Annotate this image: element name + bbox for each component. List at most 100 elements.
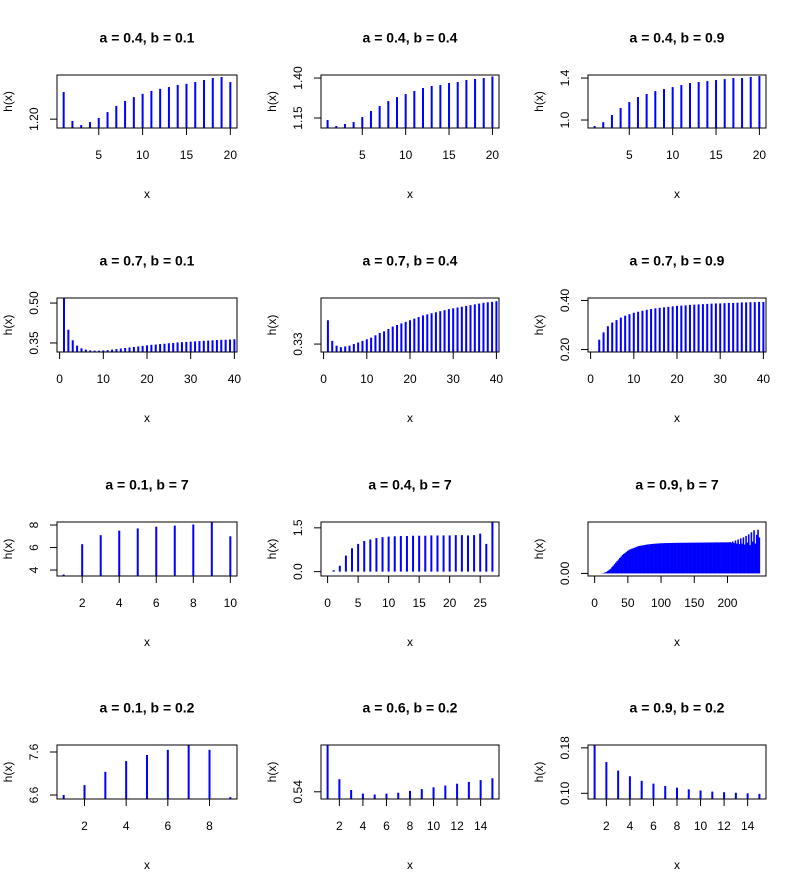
x-tick-label: 2 (81, 819, 88, 833)
y-tick-label: 1.20 (27, 107, 41, 131)
x-tick-label: 4 (360, 819, 367, 833)
x-tick-label: 0 (324, 596, 331, 610)
y-tick-label: 6 (27, 544, 41, 551)
y-tick-label: 0.20 (558, 338, 572, 362)
x-axis-label: x (407, 187, 413, 201)
x-tick-label: 10 (427, 819, 441, 833)
x-tick-label: 5 (95, 148, 102, 162)
y-axis-label: h(x) (532, 315, 546, 336)
x-tick-label: 12 (450, 819, 464, 833)
plot-frame (587, 521, 767, 577)
x-tick-label: 20 (403, 372, 417, 386)
chart-title: a = 0.4, b = 7 (368, 477, 451, 493)
y-tick-label: 7.6 (27, 743, 41, 760)
x-tick-label: 5 (355, 596, 362, 610)
x-tick-label: 20 (753, 148, 767, 162)
y-axis-label: h(x) (532, 539, 546, 560)
y-tick-label: 8 (27, 521, 41, 528)
y-tick-label: 0.40 (558, 288, 572, 312)
x-tick-label: 5 (359, 148, 366, 162)
y-tick-label: 1.15 (291, 106, 305, 130)
x-tick-label: 0 (320, 372, 327, 386)
plot-frame (587, 74, 767, 129)
x-tick-label: 8 (674, 819, 681, 833)
x-tick-label: 14 (741, 819, 755, 833)
chart-title: a = 0.7, b = 0.1 (100, 253, 195, 269)
x-axis-label: x (407, 411, 413, 425)
y-axis-label: h(x) (1, 315, 15, 336)
y-tick-label: 0.54 (291, 780, 305, 804)
x-tick-label: 20 (140, 372, 154, 386)
y-tick-label: 0.18 (558, 736, 572, 760)
x-tick-label: 10 (360, 372, 374, 386)
x-axis-label: x (144, 411, 150, 425)
y-axis-label: h(x) (532, 91, 546, 112)
plot-frame (56, 74, 238, 129)
y-axis-label: h(x) (265, 762, 279, 783)
x-axis-label: x (144, 635, 150, 649)
x-tick-label: 15 (442, 148, 456, 162)
x-axis-label: x (674, 858, 680, 872)
x-tick-label: 30 (714, 372, 728, 386)
x-axis-label: x (674, 635, 680, 649)
x-tick-label: 40 (490, 372, 504, 386)
y-axis-label: h(x) (1, 762, 15, 783)
x-tick-label: 150 (684, 596, 704, 610)
plot-frame (320, 521, 500, 577)
x-tick-label: 5 (626, 148, 633, 162)
plot-frame (56, 521, 238, 577)
chart-title: a = 0.1, b = 7 (105, 477, 188, 493)
x-axis-label: x (144, 187, 150, 201)
x-tick-label: 50 (621, 596, 635, 610)
x-axis-label: x (407, 635, 413, 649)
y-tick-label: 0.33 (291, 332, 305, 356)
x-tick-label: 8 (407, 819, 414, 833)
x-tick-label: 15 (180, 148, 194, 162)
chart-title: a = 0.4, b = 0.9 (630, 30, 725, 46)
x-tick-label: 20 (670, 372, 684, 386)
x-tick-label: 10 (382, 596, 396, 610)
plot-frame (56, 744, 238, 800)
x-tick-label: 10 (694, 819, 708, 833)
x-tick-label: 15 (412, 596, 426, 610)
y-axis-label: h(x) (1, 539, 15, 560)
x-axis-label: x (674, 187, 680, 201)
x-tick-label: 8 (190, 596, 197, 610)
x-tick-label: 10 (97, 372, 111, 386)
x-tick-label: 6 (164, 819, 171, 833)
y-tick-label: 0.00 (558, 561, 572, 585)
x-tick-label: 15 (709, 148, 723, 162)
y-tick-label: 1.0 (558, 111, 572, 128)
y-axis-label: h(x) (265, 91, 279, 112)
x-tick-label: 4 (123, 819, 130, 833)
x-tick-label: 6 (650, 819, 657, 833)
x-tick-label: 0 (587, 372, 594, 386)
y-tick-label: 0.50 (27, 291, 41, 315)
chart-title: a = 0.9, b = 0.2 (630, 700, 725, 716)
x-tick-label: 10 (627, 372, 641, 386)
x-axis-label: x (144, 858, 150, 872)
x-tick-label: 2 (603, 819, 610, 833)
y-tick-label: 0.10 (558, 781, 572, 805)
chart-title: a = 0.1, b = 0.2 (100, 700, 195, 716)
chart-title: a = 0.7, b = 0.4 (363, 253, 458, 269)
x-tick-label: 6 (383, 819, 390, 833)
x-tick-label: 30 (447, 372, 461, 386)
x-tick-label: 4 (116, 596, 123, 610)
y-axis-label: h(x) (265, 539, 279, 560)
y-axis-label: h(x) (265, 315, 279, 336)
x-tick-label: 0 (591, 596, 598, 610)
x-tick-label: 2 (336, 819, 343, 833)
x-axis-label: x (674, 411, 680, 425)
x-tick-label: 30 (184, 372, 198, 386)
y-tick-label: 1.40 (291, 66, 305, 90)
x-tick-label: 10 (136, 148, 150, 162)
x-tick-label: 25 (474, 596, 488, 610)
y-tick-label: 0.35 (27, 331, 41, 355)
y-tick-label: 1.4 (558, 69, 572, 86)
y-tick-label: 4 (27, 566, 41, 573)
x-tick-label: 4 (627, 819, 634, 833)
chart-title: a = 0.6, b = 0.2 (363, 700, 458, 716)
x-tick-label: 10 (666, 148, 680, 162)
